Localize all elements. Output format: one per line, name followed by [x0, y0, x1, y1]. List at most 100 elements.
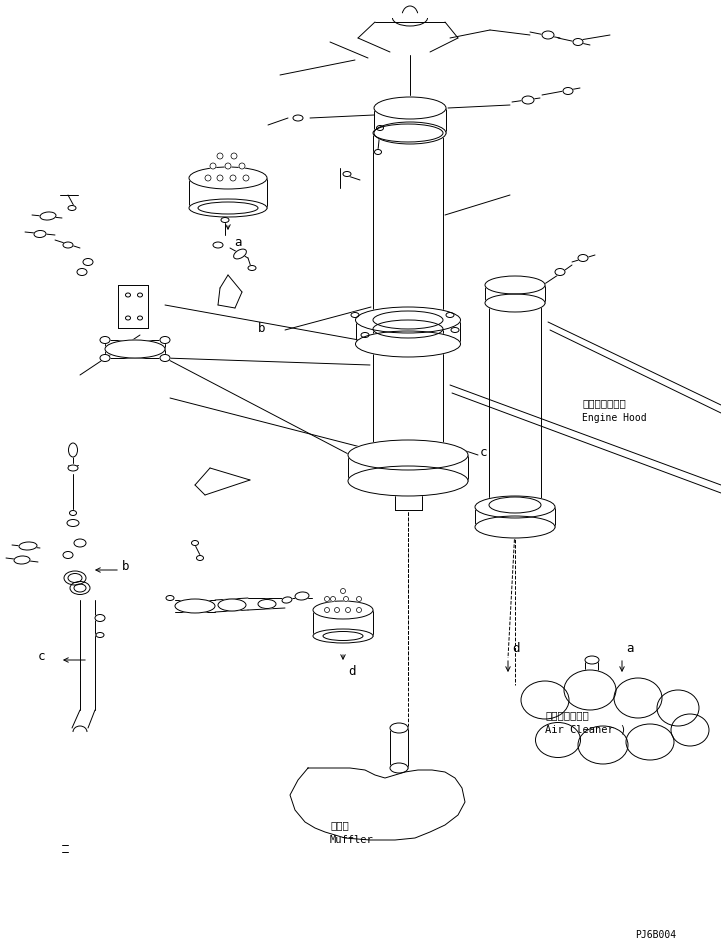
Ellipse shape — [77, 268, 87, 275]
Ellipse shape — [192, 541, 198, 545]
Circle shape — [217, 153, 223, 159]
Ellipse shape — [234, 249, 247, 259]
Ellipse shape — [313, 601, 373, 619]
Ellipse shape — [671, 714, 709, 746]
Ellipse shape — [485, 294, 545, 312]
Ellipse shape — [485, 276, 545, 294]
Text: エンジンフード: エンジンフード — [582, 398, 626, 408]
Ellipse shape — [374, 122, 446, 144]
Ellipse shape — [95, 614, 105, 622]
Circle shape — [330, 597, 335, 602]
Ellipse shape — [64, 571, 86, 585]
Ellipse shape — [68, 206, 76, 210]
Ellipse shape — [100, 354, 110, 362]
Ellipse shape — [451, 327, 459, 332]
Circle shape — [210, 163, 216, 169]
Ellipse shape — [83, 259, 93, 266]
Ellipse shape — [70, 582, 90, 594]
Ellipse shape — [374, 97, 446, 119]
Circle shape — [243, 175, 249, 181]
Ellipse shape — [573, 38, 583, 46]
Ellipse shape — [218, 599, 246, 611]
Text: d: d — [348, 665, 355, 678]
Ellipse shape — [293, 115, 303, 121]
Ellipse shape — [125, 293, 131, 297]
Circle shape — [356, 607, 361, 612]
Circle shape — [356, 597, 361, 602]
Ellipse shape — [63, 551, 73, 559]
Ellipse shape — [221, 217, 229, 223]
Circle shape — [340, 588, 345, 593]
Ellipse shape — [160, 354, 170, 362]
Ellipse shape — [446, 312, 454, 318]
Ellipse shape — [67, 520, 79, 526]
Ellipse shape — [74, 539, 86, 547]
Ellipse shape — [323, 631, 363, 641]
Ellipse shape — [355, 307, 461, 333]
Ellipse shape — [390, 723, 408, 733]
Ellipse shape — [585, 656, 599, 664]
Text: PJ6B004: PJ6B004 — [635, 930, 676, 940]
Ellipse shape — [564, 670, 616, 710]
Text: d: d — [512, 642, 520, 655]
Ellipse shape — [14, 556, 30, 564]
Text: a: a — [234, 236, 242, 249]
Ellipse shape — [376, 126, 384, 130]
Ellipse shape — [475, 496, 555, 518]
Ellipse shape — [175, 599, 215, 613]
Ellipse shape — [166, 596, 174, 601]
Ellipse shape — [213, 242, 223, 248]
Circle shape — [343, 597, 348, 602]
Ellipse shape — [355, 331, 461, 357]
Ellipse shape — [189, 167, 267, 189]
Ellipse shape — [189, 199, 267, 217]
Ellipse shape — [373, 124, 443, 142]
Ellipse shape — [34, 230, 46, 237]
Ellipse shape — [555, 268, 565, 275]
Ellipse shape — [100, 336, 110, 344]
Ellipse shape — [138, 293, 143, 297]
Text: Muffler: Muffler — [330, 835, 373, 845]
Ellipse shape — [657, 690, 699, 726]
Ellipse shape — [295, 592, 309, 600]
Circle shape — [335, 607, 340, 612]
Text: Air Cleaner ): Air Cleaner ) — [545, 725, 627, 735]
Ellipse shape — [313, 629, 373, 643]
Ellipse shape — [373, 320, 443, 338]
Ellipse shape — [63, 242, 73, 248]
Ellipse shape — [489, 497, 541, 513]
Circle shape — [217, 175, 223, 181]
Ellipse shape — [348, 440, 468, 470]
Ellipse shape — [343, 171, 351, 176]
Polygon shape — [290, 768, 465, 840]
Ellipse shape — [258, 600, 276, 608]
Circle shape — [230, 175, 236, 181]
Ellipse shape — [351, 312, 359, 318]
Ellipse shape — [68, 573, 82, 583]
Text: c: c — [38, 650, 45, 664]
Text: b: b — [258, 322, 265, 334]
Ellipse shape — [390, 763, 408, 773]
Circle shape — [324, 607, 329, 612]
Ellipse shape — [563, 88, 573, 94]
Ellipse shape — [374, 149, 381, 154]
Ellipse shape — [348, 466, 468, 496]
Ellipse shape — [248, 266, 256, 270]
Ellipse shape — [96, 632, 104, 638]
Ellipse shape — [578, 726, 628, 764]
Text: Engine Hood: Engine Hood — [582, 413, 647, 423]
Ellipse shape — [282, 597, 292, 603]
Circle shape — [345, 607, 350, 612]
Ellipse shape — [160, 336, 170, 344]
Circle shape — [231, 153, 237, 159]
Text: a: a — [626, 642, 634, 655]
Ellipse shape — [475, 516, 555, 538]
Ellipse shape — [626, 724, 674, 760]
Ellipse shape — [125, 316, 131, 320]
Ellipse shape — [536, 723, 580, 758]
Ellipse shape — [74, 584, 86, 592]
Ellipse shape — [105, 340, 165, 358]
Ellipse shape — [40, 212, 56, 220]
Ellipse shape — [373, 311, 443, 329]
Ellipse shape — [614, 678, 662, 718]
